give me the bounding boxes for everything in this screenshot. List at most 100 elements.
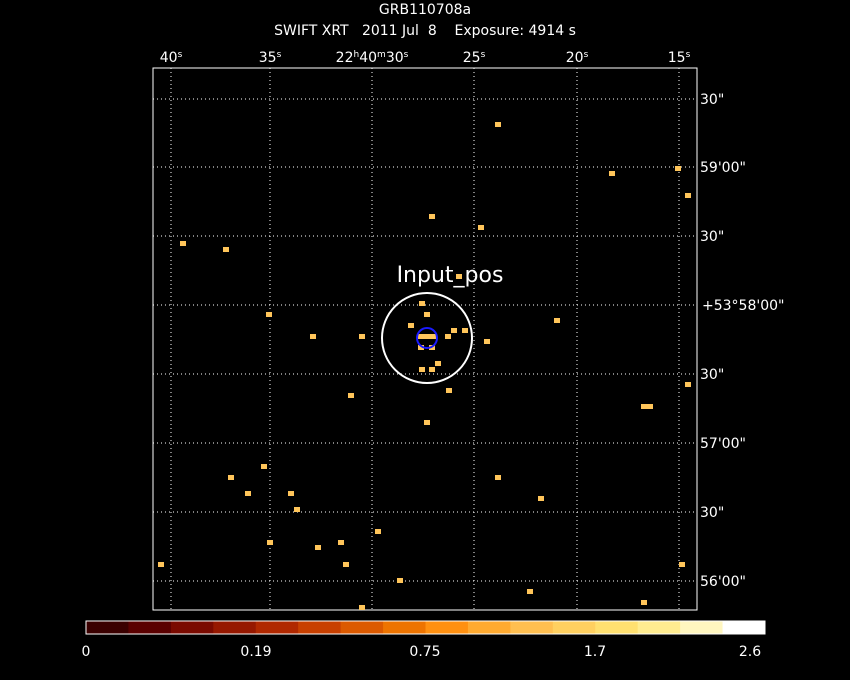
ra-label: 15s bbox=[668, 50, 691, 66]
photon bbox=[446, 388, 452, 393]
colorbar bbox=[86, 621, 766, 634]
ra-label: 20s bbox=[566, 50, 589, 66]
photon bbox=[223, 247, 229, 252]
ra-label-part: s bbox=[686, 50, 691, 60]
colorbar-label: 0.75 bbox=[409, 644, 440, 660]
colorbar-cell bbox=[680, 621, 724, 634]
photon bbox=[554, 318, 560, 323]
ra-label-part: s bbox=[584, 50, 589, 60]
ra-label-part: m bbox=[377, 50, 386, 60]
colorbar-cell bbox=[425, 621, 469, 634]
ra-label-part: s bbox=[277, 50, 282, 60]
dec-labels: 30" 59'00" 30" +53°58'00" 30" 57'00" 30" 56'00" bbox=[700, 92, 784, 590]
ra-label: 35s bbox=[259, 50, 282, 66]
photon bbox=[456, 274, 462, 279]
colorbar-label: 0.19 bbox=[240, 644, 271, 660]
photon bbox=[424, 420, 430, 425]
colorbar-label: 2.6 bbox=[739, 644, 761, 660]
photon bbox=[158, 562, 164, 567]
photon bbox=[228, 475, 234, 480]
colorbar-cell bbox=[213, 621, 257, 634]
photon bbox=[435, 361, 441, 366]
colorbar-cell bbox=[722, 621, 766, 634]
photon bbox=[495, 475, 501, 480]
photon bbox=[484, 339, 490, 344]
photon bbox=[267, 540, 273, 545]
colorbar-label: 1.7 bbox=[584, 644, 606, 660]
photon bbox=[685, 193, 691, 198]
photon bbox=[679, 562, 685, 567]
colorbar-cell bbox=[128, 621, 172, 634]
photons bbox=[158, 122, 691, 610]
photon bbox=[445, 334, 451, 339]
colorbar-cell bbox=[467, 621, 511, 634]
title: GRB110708a bbox=[379, 2, 471, 18]
ra-label-part: 30 bbox=[386, 50, 404, 66]
photon bbox=[310, 334, 316, 339]
dec-label: 59'00" bbox=[700, 160, 746, 176]
colorbar-label: 0 bbox=[82, 644, 91, 660]
subtitle: SWIFT XRT 2011 Jul 8 Exposure: 4914 s bbox=[274, 23, 576, 39]
colorbar-cell bbox=[383, 621, 426, 634]
photon bbox=[538, 496, 544, 501]
photon bbox=[348, 393, 354, 398]
ra-label-part: h bbox=[353, 50, 359, 60]
dec-label: 30" bbox=[700, 505, 724, 521]
photon bbox=[527, 589, 533, 594]
photon bbox=[180, 241, 186, 246]
colorbar-cell bbox=[86, 621, 129, 634]
colorbar-cell bbox=[552, 621, 596, 634]
photon bbox=[609, 171, 615, 176]
ra-label-part: s bbox=[481, 50, 486, 60]
colorbar-cell bbox=[298, 621, 342, 634]
ra-label: 40s bbox=[160, 50, 183, 66]
ra-label-part: 25 bbox=[463, 50, 481, 66]
ra-label-part: 20 bbox=[566, 50, 584, 66]
ra-label: 25s bbox=[463, 50, 486, 66]
photon bbox=[266, 312, 272, 317]
photon bbox=[261, 464, 267, 469]
ra-label-part: 15 bbox=[668, 50, 686, 66]
photon bbox=[462, 328, 468, 333]
ra-labels: 40s 35s 22h40m30s 25s 20s 15s bbox=[160, 50, 691, 66]
photon bbox=[641, 404, 647, 409]
ra-label-part: s bbox=[404, 50, 409, 60]
photon bbox=[647, 404, 653, 409]
photon bbox=[408, 323, 414, 328]
photon bbox=[288, 491, 294, 496]
photon bbox=[315, 545, 321, 550]
photon bbox=[429, 214, 435, 219]
photon bbox=[245, 491, 251, 496]
photon bbox=[338, 540, 344, 545]
photon bbox=[641, 600, 647, 605]
photon bbox=[495, 122, 501, 127]
ra-label-part: 40 bbox=[160, 50, 178, 66]
colorbar-labels: 0 0.19 0.75 1.7 2.6 bbox=[82, 644, 762, 660]
dec-label: 57'00" bbox=[700, 436, 746, 452]
ra-label-part: 22 bbox=[336, 50, 354, 66]
dec-label: 30" bbox=[700, 92, 724, 108]
photon bbox=[424, 334, 430, 339]
photon bbox=[685, 382, 691, 387]
photon bbox=[418, 345, 424, 350]
dec-label: 30" bbox=[700, 367, 724, 383]
colorbar-cell bbox=[510, 621, 554, 634]
photon bbox=[478, 225, 484, 230]
photon bbox=[429, 367, 435, 372]
photon bbox=[430, 334, 436, 339]
photon bbox=[419, 301, 425, 306]
ra-label-part: s bbox=[178, 50, 183, 60]
region-circle bbox=[381, 292, 473, 384]
dec-label: 30" bbox=[700, 229, 724, 245]
annotation: Input_pos bbox=[397, 263, 504, 288]
ra-label-part: 40 bbox=[359, 50, 377, 66]
photon bbox=[375, 529, 381, 534]
photon bbox=[359, 334, 365, 339]
plot-frame bbox=[152, 67, 698, 611]
dec-label: 56'00" bbox=[700, 574, 746, 590]
colorbar-cell bbox=[340, 621, 384, 634]
colorbar-cell bbox=[255, 621, 299, 634]
colorbar-cell bbox=[637, 621, 681, 634]
source-circle bbox=[416, 327, 438, 349]
